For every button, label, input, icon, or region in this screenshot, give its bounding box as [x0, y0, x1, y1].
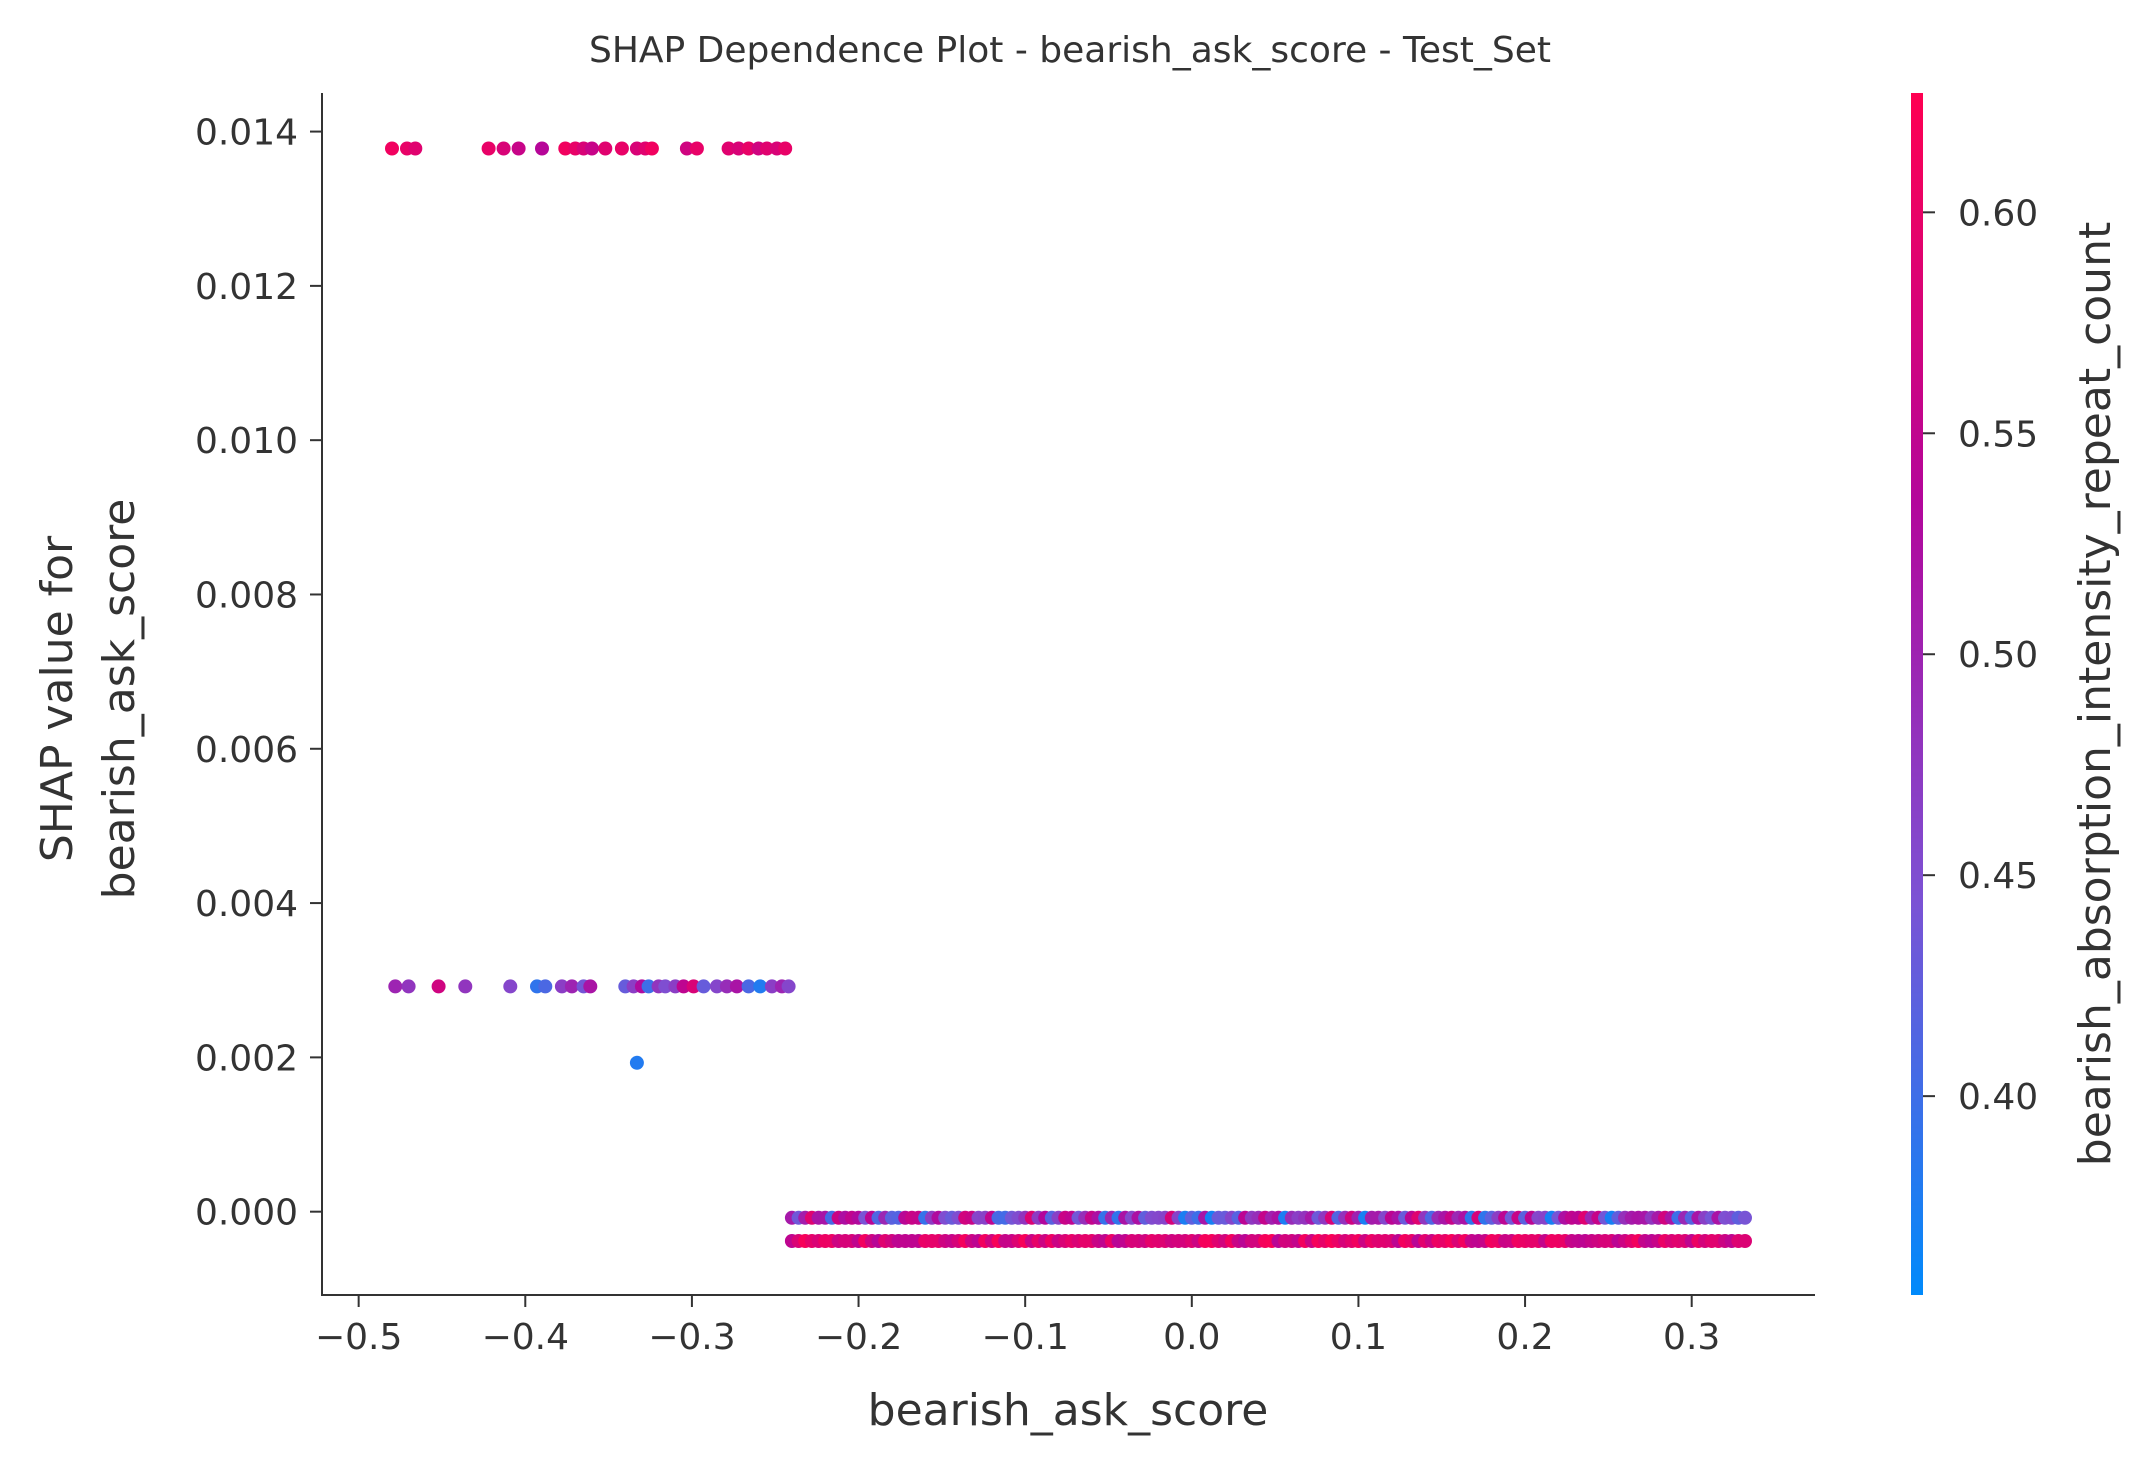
scatter-point [764, 979, 779, 994]
y-axis-label-line-2: bearish_ask_score [94, 499, 145, 900]
scatter-point [503, 979, 518, 994]
y-tick-label: 0.012 [195, 267, 298, 308]
scatter-point [689, 141, 704, 156]
y-axis-ticks: 0.000 0.002 0.004 0.006 0.008 0.010 0.012 0.014 [195, 113, 322, 1234]
colorbar-tick-label: 0.50 [1958, 635, 2038, 676]
scatter-point [431, 979, 446, 994]
y-axis-label: SHAP value for bearish_ask_score [32, 499, 145, 900]
scatter-point [458, 979, 473, 994]
x-tick-label: −0.3 [648, 1317, 735, 1358]
scatter-point [481, 141, 496, 156]
colorbar-tick-label: 0.45 [1958, 856, 2038, 897]
scatter-point [614, 141, 629, 156]
x-tick-label: 0.3 [1663, 1317, 1720, 1358]
y-axis-label-line-1: SHAP value for [32, 535, 83, 862]
y-tick-label: 0.000 [195, 1193, 298, 1234]
x-tick-label: −0.5 [315, 1317, 402, 1358]
x-axis-label: bearish_ask_score [868, 1385, 1269, 1436]
scatter-point [658, 979, 673, 994]
y-tick-label: 0.002 [195, 1038, 298, 1079]
colorbar-tick-label: 0.55 [1958, 414, 2038, 455]
scatter-point [385, 141, 399, 156]
scatter-point [696, 979, 711, 994]
x-tick-label: 0.2 [1496, 1317, 1553, 1358]
y-tick-label: 0.006 [195, 730, 298, 771]
scatter-point [709, 979, 724, 994]
x-tick-label: −0.2 [815, 1317, 902, 1358]
scatter-points [385, 141, 1752, 1248]
scatter-point [558, 141, 573, 156]
scatter-point [554, 979, 569, 994]
colorbar-ticks: 0.40 0.45 0.50 0.55 0.60 [1923, 193, 2038, 1118]
colorbar-label: bearish_absorption_intensity_repeat_coun… [2070, 222, 2121, 1166]
chart-title: SHAP Dependence Plot - bearish_ask_score… [589, 30, 1551, 71]
scatter-point [641, 979, 656, 994]
y-tick-label: 0.010 [195, 421, 298, 462]
scatter-point [741, 979, 756, 994]
scatter-point [721, 141, 736, 156]
scatter-point [679, 141, 694, 156]
scatter-point [741, 141, 756, 156]
scatter-point [496, 141, 511, 156]
scatter-point [778, 141, 793, 156]
scatter-point [511, 141, 526, 156]
scatter-point [759, 141, 774, 156]
scatter-point [388, 979, 403, 994]
scatter-point [731, 141, 746, 156]
y-tick-label: 0.008 [195, 575, 298, 616]
colorbar [1911, 93, 1923, 1295]
scatter-point [1738, 1210, 1752, 1225]
y-tick-label: 0.004 [195, 884, 298, 925]
y-tick-label: 0.014 [195, 113, 298, 154]
x-tick-label: −0.1 [981, 1317, 1068, 1358]
scatter-point [1738, 1234, 1752, 1248]
scatter-point [781, 979, 796, 994]
x-tick-label: 0.0 [1163, 1317, 1220, 1358]
scatter-point [583, 979, 598, 994]
scatter-point [538, 979, 553, 994]
x-tick-label: 0.1 [1330, 1317, 1387, 1358]
scatter-point [676, 979, 691, 994]
scatter-point [564, 979, 579, 994]
scatter-point [535, 141, 549, 156]
scatter-point [644, 141, 659, 156]
scatter-point [584, 141, 599, 156]
x-tick-label: −0.4 [482, 1317, 569, 1358]
scatter-point [729, 979, 744, 994]
scatter-point [401, 979, 416, 994]
colorbar-tick-label: 0.60 [1958, 193, 2038, 234]
scatter-point [719, 979, 734, 994]
scatter-point [629, 1055, 644, 1070]
x-axis-ticks: −0.5 −0.4 −0.3 −0.2 −0.1 0.0 0.1 0.2 0.3 [315, 1295, 1720, 1358]
scatter-point [753, 979, 768, 994]
scatter-point [408, 141, 423, 156]
scatter-point [686, 979, 701, 994]
colorbar-tick-label: 0.40 [1958, 1077, 2038, 1118]
scatter-point [598, 141, 613, 156]
